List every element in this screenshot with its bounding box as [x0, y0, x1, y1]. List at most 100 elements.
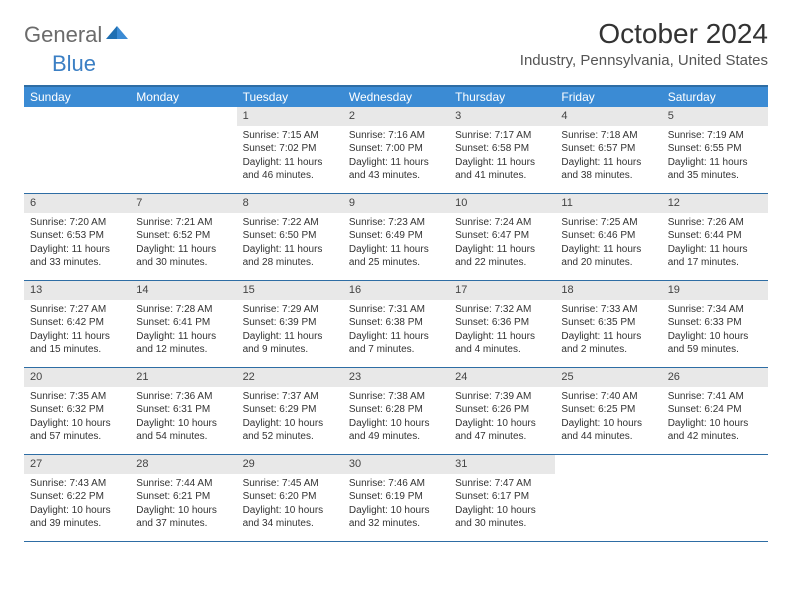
- sunrise-line: Sunrise: 7:20 AM: [30, 216, 124, 230]
- logo: General: [24, 22, 130, 48]
- day-body: Sunrise: 7:46 AMSunset: 6:19 PMDaylight:…: [343, 474, 449, 535]
- sunset-line: Sunset: 6:57 PM: [561, 142, 655, 156]
- sunrise-line: Sunrise: 7:47 AM: [455, 477, 549, 491]
- day-body: Sunrise: 7:40 AMSunset: 6:25 PMDaylight:…: [555, 387, 661, 448]
- day-number: 13: [24, 281, 130, 300]
- sunrise-line: Sunrise: 7:38 AM: [349, 390, 443, 404]
- daylight-line: Daylight: 11 hours and 43 minutes.: [349, 156, 443, 183]
- day-body: Sunrise: 7:47 AMSunset: 6:17 PMDaylight:…: [449, 474, 555, 535]
- daylight-line: Daylight: 10 hours and 39 minutes.: [30, 504, 124, 531]
- day-cell: 8Sunrise: 7:22 AMSunset: 6:50 PMDaylight…: [237, 194, 343, 280]
- day-number: 29: [237, 455, 343, 474]
- sunrise-line: Sunrise: 7:35 AM: [30, 390, 124, 404]
- day-body: Sunrise: 7:18 AMSunset: 6:57 PMDaylight:…: [555, 126, 661, 187]
- calendar: SundayMondayTuesdayWednesdayThursdayFrid…: [24, 85, 768, 542]
- logo-triangle-icon: [106, 25, 128, 46]
- daylight-line: Daylight: 11 hours and 38 minutes.: [561, 156, 655, 183]
- day-cell: 31Sunrise: 7:47 AMSunset: 6:17 PMDayligh…: [449, 455, 555, 541]
- sunset-line: Sunset: 6:32 PM: [30, 403, 124, 417]
- day-number: 14: [130, 281, 236, 300]
- day-number: 10: [449, 194, 555, 213]
- day-body: Sunrise: 7:45 AMSunset: 6:20 PMDaylight:…: [237, 474, 343, 535]
- day-cell: 30Sunrise: 7:46 AMSunset: 6:19 PMDayligh…: [343, 455, 449, 541]
- title-block: October 2024 Industry, Pennsylvania, Uni…: [520, 18, 768, 69]
- day-body: Sunrise: 7:24 AMSunset: 6:47 PMDaylight:…: [449, 213, 555, 274]
- sunrise-line: Sunrise: 7:34 AM: [668, 303, 762, 317]
- day-body: Sunrise: 7:34 AMSunset: 6:33 PMDaylight:…: [662, 300, 768, 361]
- day-body: Sunrise: 7:27 AMSunset: 6:42 PMDaylight:…: [24, 300, 130, 361]
- day-number: 6: [24, 194, 130, 213]
- sunrise-line: Sunrise: 7:44 AM: [136, 477, 230, 491]
- day-number: 4: [555, 107, 661, 126]
- day-cell: 16Sunrise: 7:31 AMSunset: 6:38 PMDayligh…: [343, 281, 449, 367]
- sunset-line: Sunset: 6:53 PM: [30, 229, 124, 243]
- day-body: Sunrise: 7:36 AMSunset: 6:31 PMDaylight:…: [130, 387, 236, 448]
- day-number: 27: [24, 455, 130, 474]
- daylight-line: Daylight: 11 hours and 9 minutes.: [243, 330, 337, 357]
- sunrise-line: Sunrise: 7:39 AM: [455, 390, 549, 404]
- location: Industry, Pennsylvania, United States: [520, 52, 768, 69]
- day-cell: 14Sunrise: 7:28 AMSunset: 6:41 PMDayligh…: [130, 281, 236, 367]
- sunset-line: Sunset: 6:50 PM: [243, 229, 337, 243]
- day-cell: 2Sunrise: 7:16 AMSunset: 7:00 PMDaylight…: [343, 107, 449, 193]
- day-body: Sunrise: 7:25 AMSunset: 6:46 PMDaylight:…: [555, 213, 661, 274]
- day-cell: 11Sunrise: 7:25 AMSunset: 6:46 PMDayligh…: [555, 194, 661, 280]
- day-cell: [555, 455, 661, 541]
- daylight-line: Daylight: 10 hours and 49 minutes.: [349, 417, 443, 444]
- day-cell: [662, 455, 768, 541]
- daylight-line: Daylight: 11 hours and 33 minutes.: [30, 243, 124, 270]
- sunset-line: Sunset: 6:39 PM: [243, 316, 337, 330]
- day-body: Sunrise: 7:39 AMSunset: 6:26 PMDaylight:…: [449, 387, 555, 448]
- day-cell: 10Sunrise: 7:24 AMSunset: 6:47 PMDayligh…: [449, 194, 555, 280]
- day-body: Sunrise: 7:32 AMSunset: 6:36 PMDaylight:…: [449, 300, 555, 361]
- day-header: Sunday: [24, 87, 130, 107]
- sunset-line: Sunset: 6:35 PM: [561, 316, 655, 330]
- day-number: 1: [237, 107, 343, 126]
- day-number: 31: [449, 455, 555, 474]
- day-number: 7: [130, 194, 236, 213]
- sunrise-line: Sunrise: 7:32 AM: [455, 303, 549, 317]
- day-header: Wednesday: [343, 87, 449, 107]
- sunrise-line: Sunrise: 7:29 AM: [243, 303, 337, 317]
- day-number: 18: [555, 281, 661, 300]
- day-cell: 19Sunrise: 7:34 AMSunset: 6:33 PMDayligh…: [662, 281, 768, 367]
- logo-text-blue: Blue: [52, 51, 96, 77]
- week-row: 27Sunrise: 7:43 AMSunset: 6:22 PMDayligh…: [24, 455, 768, 542]
- sunset-line: Sunset: 6:19 PM: [349, 490, 443, 504]
- day-cell: [130, 107, 236, 193]
- sunset-line: Sunset: 6:47 PM: [455, 229, 549, 243]
- day-cell: 20Sunrise: 7:35 AMSunset: 6:32 PMDayligh…: [24, 368, 130, 454]
- daylight-line: Daylight: 11 hours and 4 minutes.: [455, 330, 549, 357]
- day-cell: 12Sunrise: 7:26 AMSunset: 6:44 PMDayligh…: [662, 194, 768, 280]
- day-body: Sunrise: 7:26 AMSunset: 6:44 PMDaylight:…: [662, 213, 768, 274]
- day-cell: 18Sunrise: 7:33 AMSunset: 6:35 PMDayligh…: [555, 281, 661, 367]
- sunrise-line: Sunrise: 7:24 AM: [455, 216, 549, 230]
- day-cell: 9Sunrise: 7:23 AMSunset: 6:49 PMDaylight…: [343, 194, 449, 280]
- sunrise-line: Sunrise: 7:21 AM: [136, 216, 230, 230]
- week-row: 20Sunrise: 7:35 AMSunset: 6:32 PMDayligh…: [24, 368, 768, 455]
- day-cell: 1Sunrise: 7:15 AMSunset: 7:02 PMDaylight…: [237, 107, 343, 193]
- day-cell: 24Sunrise: 7:39 AMSunset: 6:26 PMDayligh…: [449, 368, 555, 454]
- day-cell: 26Sunrise: 7:41 AMSunset: 6:24 PMDayligh…: [662, 368, 768, 454]
- day-number: 12: [662, 194, 768, 213]
- day-cell: 21Sunrise: 7:36 AMSunset: 6:31 PMDayligh…: [130, 368, 236, 454]
- day-header: Friday: [555, 87, 661, 107]
- daylight-line: Daylight: 11 hours and 35 minutes.: [668, 156, 762, 183]
- day-header: Thursday: [449, 87, 555, 107]
- sunrise-line: Sunrise: 7:25 AM: [561, 216, 655, 230]
- month-title: October 2024: [520, 18, 768, 50]
- day-number: 3: [449, 107, 555, 126]
- daylight-line: Daylight: 10 hours and 32 minutes.: [349, 504, 443, 531]
- sunset-line: Sunset: 6:52 PM: [136, 229, 230, 243]
- day-body: Sunrise: 7:43 AMSunset: 6:22 PMDaylight:…: [24, 474, 130, 535]
- day-cell: 28Sunrise: 7:44 AMSunset: 6:21 PMDayligh…: [130, 455, 236, 541]
- sunrise-line: Sunrise: 7:26 AM: [668, 216, 762, 230]
- day-header: Monday: [130, 87, 236, 107]
- sunrise-line: Sunrise: 7:45 AM: [243, 477, 337, 491]
- day-number: 25: [555, 368, 661, 387]
- sunrise-line: Sunrise: 7:28 AM: [136, 303, 230, 317]
- daylight-line: Daylight: 10 hours and 42 minutes.: [668, 417, 762, 444]
- sunset-line: Sunset: 6:58 PM: [455, 142, 549, 156]
- day-body: Sunrise: 7:17 AMSunset: 6:58 PMDaylight:…: [449, 126, 555, 187]
- day-body: Sunrise: 7:15 AMSunset: 7:02 PMDaylight:…: [237, 126, 343, 187]
